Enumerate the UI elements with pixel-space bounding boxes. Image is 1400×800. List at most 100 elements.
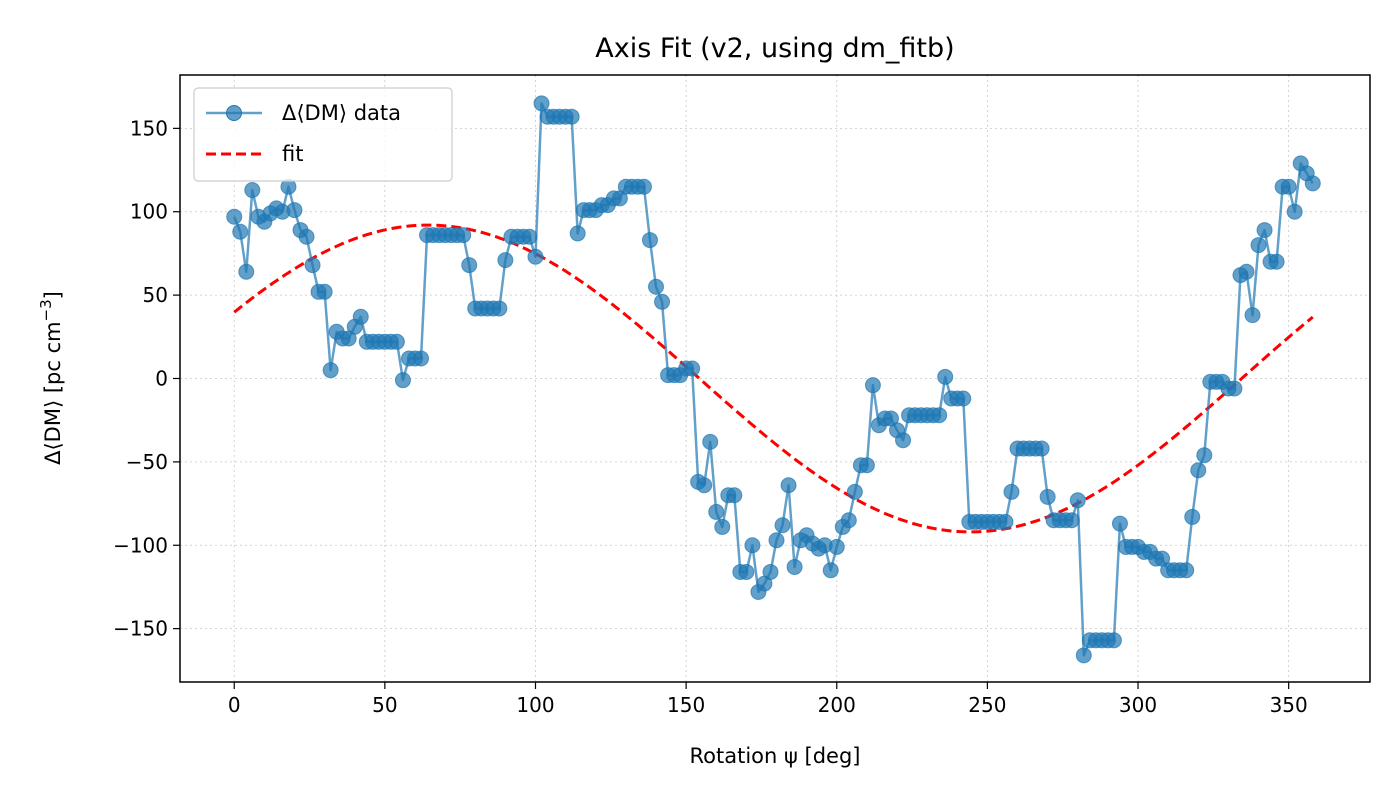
data-point xyxy=(527,248,544,265)
data-point xyxy=(1280,178,1297,195)
data-point xyxy=(1190,462,1207,479)
y-axis-label-close: ] xyxy=(41,291,65,299)
data-point xyxy=(1075,647,1092,664)
data-point xyxy=(714,518,731,535)
data-point xyxy=(641,232,658,249)
data-point xyxy=(455,227,472,244)
data-point xyxy=(1063,512,1080,529)
y-tick-label: 150 xyxy=(130,116,168,140)
data-point xyxy=(226,208,243,225)
x-tick-label: 350 xyxy=(1270,693,1308,717)
data-point xyxy=(304,257,321,274)
data-point xyxy=(786,558,803,575)
data-point xyxy=(828,538,845,555)
data-point xyxy=(1105,632,1122,649)
data-point xyxy=(1033,440,1050,457)
data-point xyxy=(394,372,411,389)
data-point xyxy=(461,257,478,274)
y-axis-ticks: −150 −100 −50 0 50 100 150 xyxy=(113,116,180,641)
data-point xyxy=(1184,508,1201,525)
data-point xyxy=(413,350,430,367)
data-point xyxy=(298,228,315,245)
x-tick-label: 0 xyxy=(228,693,241,717)
fit-curve xyxy=(233,223,1314,534)
x-tick-label: 150 xyxy=(667,693,705,717)
data-point xyxy=(726,487,743,504)
data-point xyxy=(955,390,972,407)
data-point xyxy=(846,483,863,500)
x-tick-label: 250 xyxy=(968,693,1006,717)
data-point xyxy=(244,182,261,199)
data-point xyxy=(1286,203,1303,220)
y-tick-label: −100 xyxy=(113,533,168,557)
data-point xyxy=(1003,483,1020,500)
y-tick-label: 100 xyxy=(130,200,168,224)
data-point xyxy=(352,308,369,325)
data-point xyxy=(822,562,839,579)
data-point xyxy=(232,223,249,240)
x-tick-label: 100 xyxy=(516,693,554,717)
grid xyxy=(180,75,1370,682)
x-axis-ticks: 0 50 100 150 200 250 300 350 xyxy=(228,682,1308,717)
data-point xyxy=(1250,237,1267,254)
data-point xyxy=(931,407,948,424)
data-point xyxy=(1111,515,1128,532)
data-point xyxy=(1039,488,1056,505)
x-tick-label: 50 xyxy=(372,693,397,717)
data-point xyxy=(738,563,755,580)
legend-label-data: Δ⟨DM⟩ data xyxy=(282,101,401,125)
data-point xyxy=(497,252,514,269)
data-point xyxy=(286,202,303,219)
data-point xyxy=(533,95,550,112)
data-point xyxy=(774,517,791,534)
legend-label-fit: fit xyxy=(282,142,303,166)
data-point xyxy=(1069,492,1086,509)
data-point xyxy=(1178,562,1195,579)
data-point xyxy=(322,362,339,379)
data-point xyxy=(937,368,954,385)
data-point xyxy=(238,263,255,280)
y-axis-label-main: Δ⟨DM⟩ [pc cm xyxy=(41,321,65,464)
data-point xyxy=(388,333,405,350)
data-point xyxy=(744,537,761,554)
data-point xyxy=(1244,307,1261,324)
data-point xyxy=(1256,222,1273,239)
data-point xyxy=(702,433,719,450)
data-point xyxy=(895,432,912,449)
chart-title: Axis Fit (v2, using dm_fitb) xyxy=(595,33,954,64)
data-point xyxy=(684,360,701,377)
data-point xyxy=(563,108,580,125)
data-point xyxy=(840,512,857,529)
data-point xyxy=(864,377,881,394)
data-point xyxy=(1226,380,1243,397)
y-axis-label: Δ⟨DM⟩ [pc cm−3] xyxy=(37,291,65,465)
data-point xyxy=(635,178,652,195)
data-point xyxy=(696,477,713,494)
data-point xyxy=(1304,175,1321,192)
y-tick-label: 0 xyxy=(155,367,168,391)
data-point xyxy=(780,477,797,494)
data-point xyxy=(1196,447,1213,464)
data-point xyxy=(1238,263,1255,280)
data-point xyxy=(569,225,586,242)
y-tick-label: 50 xyxy=(143,283,168,307)
y-axis-label-superscript: −3 xyxy=(37,299,55,321)
data-point xyxy=(1268,253,1285,270)
legend: Δ⟨DM⟩ data fit xyxy=(193,87,453,182)
data-point xyxy=(316,283,333,300)
data-point xyxy=(648,278,664,295)
legend-box xyxy=(193,87,453,182)
y-tick-label: −50 xyxy=(126,450,168,474)
data-point xyxy=(708,503,725,520)
data-point xyxy=(997,513,1014,530)
data-layer xyxy=(226,95,1321,664)
fit-layer xyxy=(233,223,1314,534)
y-tick-label: −150 xyxy=(113,617,168,641)
x-tick-label: 200 xyxy=(818,693,856,717)
data-point xyxy=(762,563,779,580)
data-point xyxy=(521,228,538,245)
data-point xyxy=(858,457,875,474)
x-tick-label: 300 xyxy=(1119,693,1157,717)
